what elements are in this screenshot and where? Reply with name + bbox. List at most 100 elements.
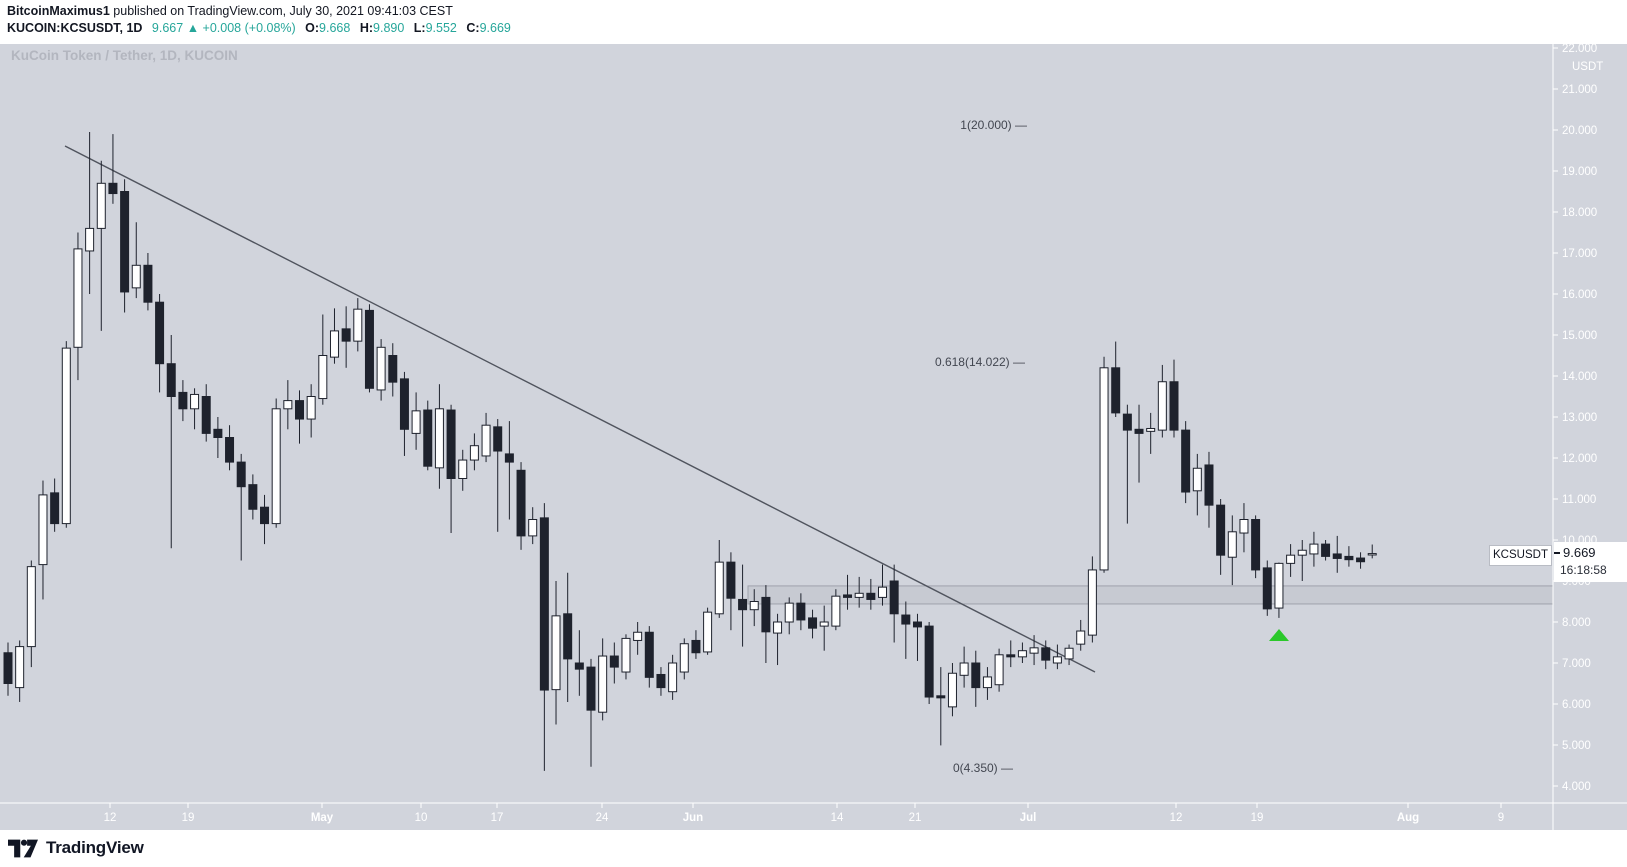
candle-bearish <box>1006 640 1016 668</box>
time-tick-label: Jul <box>1020 812 1037 824</box>
candle-bearish <box>843 574 853 610</box>
candle-bearish <box>260 494 270 545</box>
candle-body <box>458 459 468 479</box>
candle-body <box>481 424 491 457</box>
candle-body <box>1052 656 1062 664</box>
candle-body <box>714 561 724 615</box>
candle-bearish <box>808 609 818 639</box>
candle-bullish <box>621 634 631 680</box>
candle-body <box>784 602 794 623</box>
price-tick-label: 4.000 <box>1562 781 1591 793</box>
candle-bullish <box>1146 412 1156 454</box>
candle-bullish <box>551 581 561 725</box>
price-tick-label: 5.000 <box>1562 740 1591 752</box>
candle-body <box>528 519 538 537</box>
candle-bearish <box>609 642 619 684</box>
candle-bearish <box>516 462 526 550</box>
candle-bullish <box>411 392 421 450</box>
last-price: 9.667 <box>151 21 184 35</box>
candle-body <box>1274 562 1284 609</box>
candle-body <box>1146 427 1156 432</box>
candle-bullish <box>96 160 106 331</box>
fib-level-label[interactable]: 1(20.000) — <box>960 118 1027 132</box>
price-tick-label: 19.000 <box>1562 166 1597 178</box>
candle-body <box>318 355 328 400</box>
candle-bearish <box>3 642 13 696</box>
candle-bullish <box>784 597 794 635</box>
candle-body <box>38 494 48 566</box>
candle-bearish <box>1134 404 1144 483</box>
candle-bullish <box>703 607 713 655</box>
chart-background <box>0 44 1627 830</box>
candle-bearish <box>738 564 748 647</box>
candle-bullish <box>773 613 783 666</box>
candle-body <box>50 492 60 525</box>
candle-body <box>1309 543 1319 555</box>
candle-body <box>143 264 153 303</box>
candle-bearish <box>1204 451 1214 528</box>
published-text: published on TradingView.com, July 30, 2… <box>109 4 453 18</box>
candle-bullish <box>1274 562 1284 618</box>
candle-body <box>1192 467 1202 492</box>
candle-bearish <box>1169 359 1179 438</box>
time-tick-label: 19 <box>1251 812 1264 824</box>
time-tick-label: 9 <box>1498 812 1504 824</box>
candle-bearish <box>166 335 176 549</box>
last-price-axis-label: 9.669 16:18:58 <box>1554 542 1627 582</box>
up-arrow-icon: ▲ <box>186 21 200 35</box>
candle-body <box>1157 381 1167 431</box>
price-tick-dash <box>1554 552 1560 554</box>
candle-body <box>656 673 666 689</box>
candle-bearish <box>1251 515 1261 579</box>
candle-body <box>539 517 549 691</box>
time-tick-label: 10 <box>415 812 428 824</box>
candle-bearish <box>726 552 736 631</box>
candle-body <box>85 227 95 252</box>
price-tick-label: 17.000 <box>1562 248 1597 260</box>
descending-trendline[interactable] <box>64 145 1096 673</box>
candle-body <box>936 695 946 699</box>
candle-body <box>516 469 526 537</box>
buy-signal-marker-icon[interactable] <box>1269 629 1289 641</box>
candle-bearish <box>901 601 911 659</box>
candle-body <box>120 191 130 293</box>
price-tick-label: 22.000 <box>1562 44 1597 55</box>
candle-body <box>924 625 934 698</box>
candle-body <box>26 566 36 648</box>
candle-body <box>248 484 258 510</box>
price-chart-canvas[interactable]: 1(20.000) — 0.618(14.022) — 0(4.350) — 4.00… <box>0 44 1627 830</box>
candle-bearish <box>155 294 165 393</box>
candle-body <box>155 301 165 365</box>
candle-body <box>1041 647 1051 661</box>
candle-bullish <box>679 638 689 680</box>
candle-body <box>1321 543 1331 557</box>
chart-watermark: KuCoin Token / Tether, 1D, KUCOIN <box>11 48 238 63</box>
candle-body <box>1134 428 1144 434</box>
candle-bearish <box>493 419 503 532</box>
candle-body <box>411 410 421 434</box>
candle-body <box>644 631 654 678</box>
candle-bearish <box>1122 404 1132 524</box>
candle-body <box>831 595 841 627</box>
fib-level-label[interactable]: 0(4.350) — <box>953 761 1013 775</box>
candle-body <box>3 652 13 684</box>
candle-body <box>726 561 736 599</box>
fib-level-label[interactable]: 0.618(14.022) — <box>935 355 1025 369</box>
candle-body <box>982 676 992 689</box>
price-tick-label: 11.000 <box>1562 494 1596 506</box>
candle-body <box>1239 519 1249 534</box>
close-label: C: <box>466 21 480 35</box>
candle-bullish <box>1227 515 1237 586</box>
candle-body <box>1216 504 1226 556</box>
low-value: 9.552 <box>425 21 457 35</box>
low-label: L: <box>413 21 426 35</box>
candle-bullish <box>878 564 887 606</box>
candle-bullish <box>318 314 328 405</box>
candle-body <box>423 409 433 467</box>
candle-bearish <box>586 658 596 767</box>
candle-body <box>225 437 235 463</box>
candle-bullish <box>73 232 83 381</box>
candle-bearish <box>889 564 899 643</box>
candle-bearish <box>1262 560 1272 616</box>
open-label: O: <box>305 21 320 35</box>
